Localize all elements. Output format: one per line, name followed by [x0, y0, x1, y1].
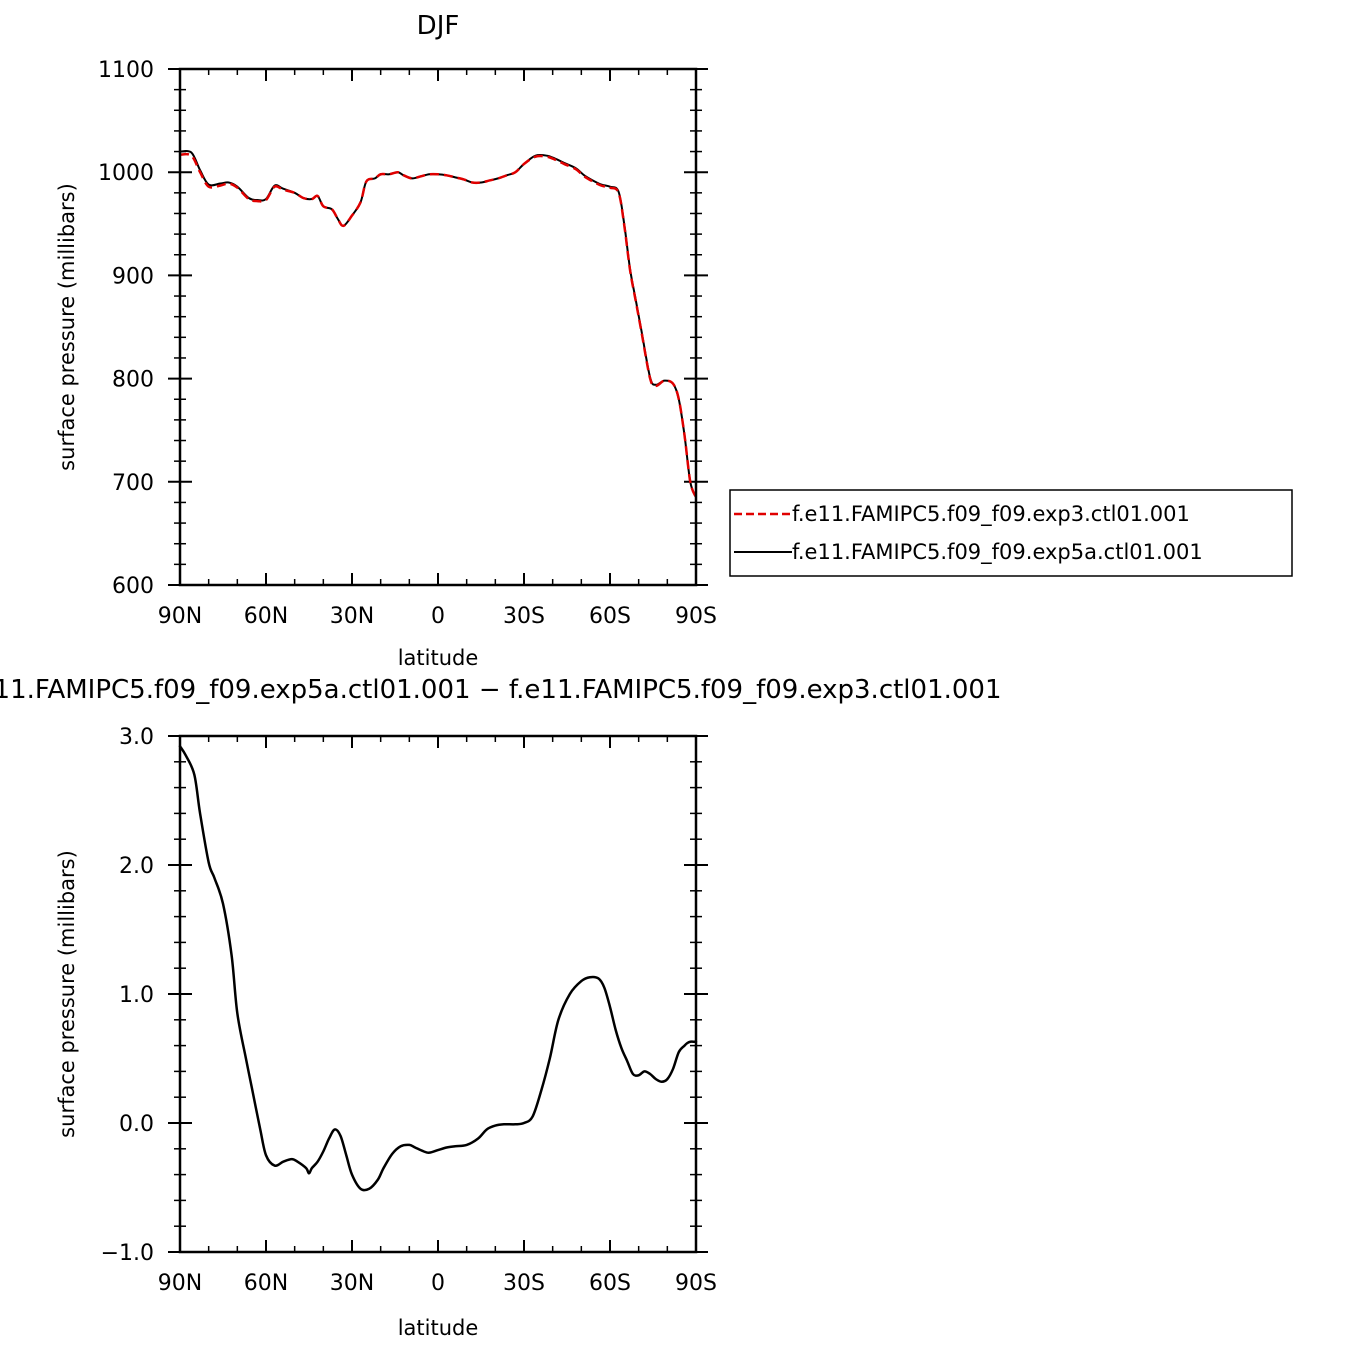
- bottom-axis-ticks: 90N 60N 30N 0 30S 60S 90S −1.0 0.0 1.0 2.0 3.0: [101, 725, 717, 1296]
- bottom-series-line-0: [178, 745, 698, 1192]
- bottom-plot-frame: [178, 734, 698, 1254]
- legend-label-exp5a: f.e11.FAMIPC5.f09_f09.exp5a.ctl01.001: [792, 540, 1203, 565]
- bottom-x-tick-label: 0: [431, 1271, 445, 1296]
- top-axis-ticks: 90N 60N 30N 0 30S 60S 90S 600 700 800 900 1000 1100: [98, 58, 717, 629]
- legend-label-exp3: f.e11.FAMIPC5.f09_f09.exp3.ctl01.001: [792, 502, 1190, 527]
- bottom-x-tick-label: 30N: [330, 1271, 374, 1296]
- bottom-x-tick-label: 30S: [503, 1271, 545, 1296]
- bottom-panel: f.e11.FAMIPC5.f09_f09.exp5a.ctl01.001 − …: [0, 675, 1002, 1340]
- top-x-tick-label: 30S: [503, 604, 545, 629]
- top-x-axis-label: latitude: [398, 646, 479, 670]
- top-y-axis-label: surface pressure (millibars): [55, 183, 79, 471]
- top-chart-title: DJF: [417, 11, 460, 41]
- top-y-tick-label: 700: [112, 471, 154, 496]
- top-plot-frame: [178, 67, 698, 587]
- bottom-chart-title: f.e11.FAMIPC5.f09_f09.exp5a.ctl01.001 − …: [0, 675, 1002, 705]
- bottom-x-tick-label: 60N: [244, 1271, 288, 1296]
- bottom-y-tick-label: 0.0: [119, 1112, 154, 1137]
- bottom-x-tick-label: 90S: [675, 1271, 717, 1296]
- top-series-line-0: [179, 152, 698, 498]
- top-x-tick-label: 30N: [330, 604, 374, 629]
- top-y-tick-label: 1100: [98, 58, 154, 83]
- legend: f.e11.FAMIPC5.f09_f09.exp3.ctl01.001 f.e…: [729, 489, 1293, 577]
- bottom-y-tick-label: −1.0: [101, 1241, 154, 1266]
- bottom-y-axis-label: surface pressure (millibars): [55, 850, 79, 1138]
- top-y-tick-label: 900: [112, 264, 154, 289]
- top-x-tick-label: 60N: [244, 604, 288, 629]
- bottom-y-tick-label: 1.0: [119, 983, 154, 1008]
- bottom-y-tick-label: 2.0: [119, 854, 154, 879]
- top-panel: DJF 90N 60N 30N 0 30S 60S 90S 600 700 800 900 1000 1…: [55, 11, 717, 670]
- top-x-tick-label: 90N: [158, 604, 202, 629]
- bottom-series-group: [178, 745, 698, 1192]
- bottom-x-tick-label: 90N: [158, 1271, 202, 1296]
- top-series-line-1: [179, 149, 697, 499]
- top-series-group: [179, 149, 698, 499]
- bottom-x-axis-label: latitude: [398, 1316, 479, 1340]
- top-x-tick-label: 60S: [589, 604, 631, 629]
- bottom-x-tick-label: 60S: [589, 1271, 631, 1296]
- top-x-tick-label: 0: [431, 604, 445, 629]
- top-y-tick-label: 1000: [98, 161, 154, 186]
- top-y-tick-label: 600: [112, 574, 154, 599]
- bottom-y-tick-label: 3.0: [119, 725, 154, 750]
- top-y-tick-label: 800: [112, 368, 154, 393]
- top-x-tick-label: 90S: [675, 604, 717, 629]
- legend-box: [729, 489, 1293, 577]
